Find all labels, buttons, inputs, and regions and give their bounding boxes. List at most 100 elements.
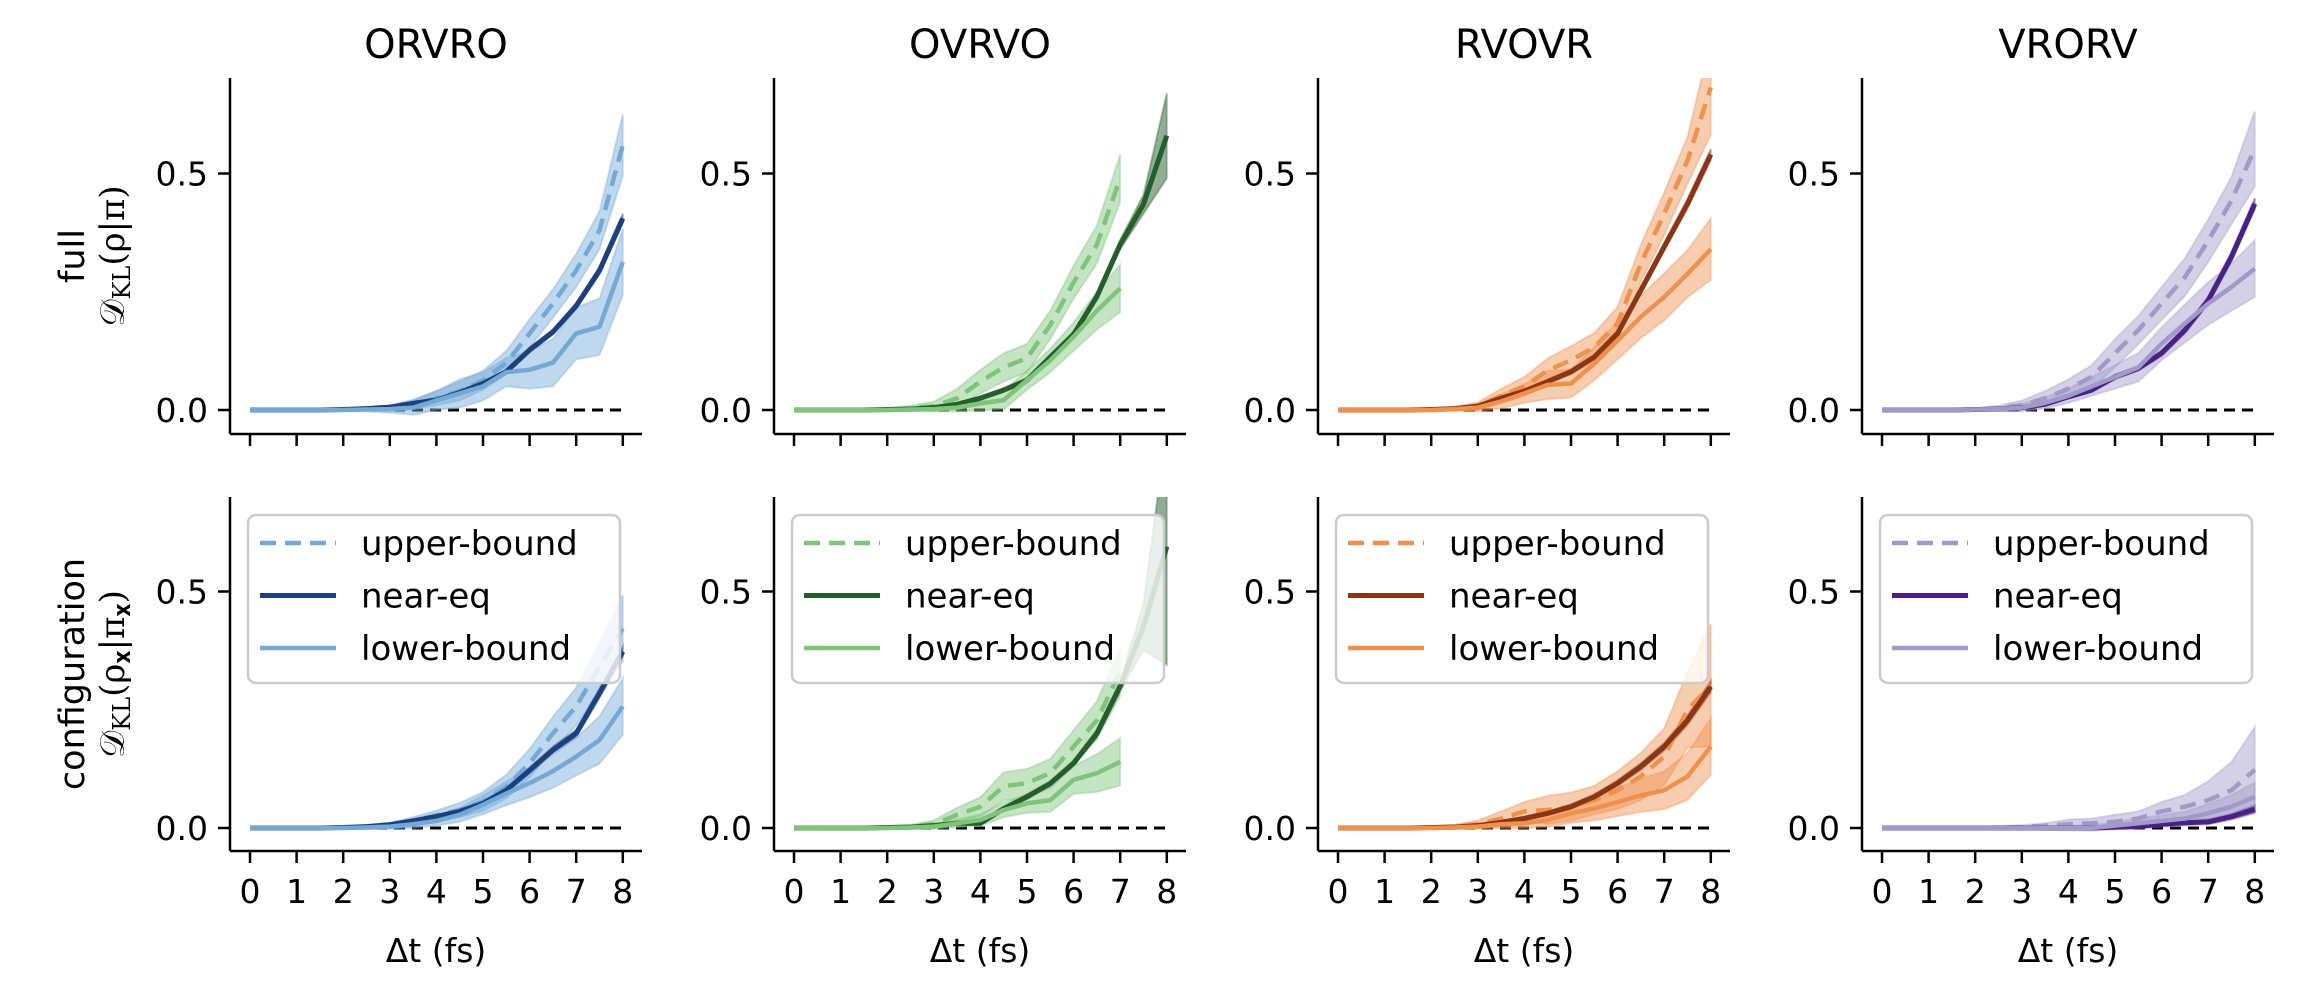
upper-bound-band (1882, 110, 2256, 412)
panel-vrorv-full: 0.0 0.5 VRORV (1788, 22, 2274, 446)
y-tick-label: 0.5 (156, 573, 208, 612)
x-tick-label: 0 (240, 872, 261, 911)
row-label-name: full (53, 229, 93, 283)
legend: upper-bound near-eq lower-bound (1878, 513, 2254, 685)
plot-area (1338, 78, 1714, 413)
x-tick-label: 3 (2011, 872, 2032, 911)
x-tick-label: 4 (1514, 872, 1535, 911)
column-title: ORVRO (364, 22, 508, 68)
legend-upper-bound-label: upper-bound (1449, 524, 1666, 564)
y-tick-label: 0.0 (700, 809, 752, 848)
x-axis-label: Δt (fs) (386, 931, 487, 970)
math-subscript: KL (108, 266, 136, 300)
y-tick-label: 0.0 (156, 809, 208, 848)
legend-upper-bound-label: upper-bound (905, 524, 1122, 564)
legend: upper-bound near-eq lower-bound (246, 513, 622, 685)
x-tick-label: 6 (2151, 872, 2172, 911)
x-tick-label: 6 (1607, 872, 1628, 911)
x-tick-label: 7 (1110, 872, 1131, 911)
plot-area (1882, 110, 2258, 413)
x-tick-label: 2 (1421, 872, 1442, 911)
panel-ovrvo-full: 0.0 0.5 OVRVO (700, 22, 1186, 446)
x-tick-label: 1 (1918, 872, 1939, 911)
x-tick-label: 5 (1017, 872, 1038, 911)
x-tick-label: 7 (566, 872, 587, 911)
legend-lower-bound-label: lower-bound (905, 629, 1115, 669)
lower-bound-line (250, 705, 625, 831)
panel-rvovr-configuration: 0.0 0.5 0 1 2 3 4 5 6 7 8 Δt (fs) upper-bound near-eq… (1244, 497, 1730, 970)
x-tick-label: 3 (379, 872, 400, 911)
legend-frame (246, 513, 622, 685)
x-tick-label: 2 (333, 872, 354, 911)
legend-frame (790, 513, 1166, 685)
legend-near-eq-label: near-eq (361, 577, 491, 617)
x-tick-label: 7 (2198, 872, 2219, 911)
row-label-configuration: configuration 𝒟KL(ρ𝐱|π𝐱) (53, 558, 136, 790)
math-subscript: 𝐱 (108, 650, 136, 663)
legend-near-eq-label: near-eq (1993, 577, 2123, 617)
lower-bound-line (794, 286, 1122, 413)
plot-area (1882, 724, 2257, 832)
y-tick-label: 0.5 (1788, 573, 1840, 612)
y-tick-label: 0.0 (1788, 809, 1840, 848)
y-tick-label: 0.5 (1244, 573, 1296, 612)
y-tick-label: 0.5 (1244, 155, 1296, 194)
column-title: VRORV (1998, 22, 2138, 68)
x-tick-label: 3 (923, 872, 944, 911)
panel-vrorv-configuration: 0.0 0.5 0 1 2 3 4 5 6 7 8 Δt (fs) upper-bound near-eq… (1788, 497, 2274, 970)
upper-bound-line (794, 670, 1123, 831)
math-text: ) (93, 590, 133, 603)
x-tick-label: 0 (1872, 872, 1893, 911)
column-title: OVRVO (909, 22, 1051, 68)
legend: upper-bound near-eq lower-bound (1334, 513, 1710, 685)
legend-lower-bound-label: lower-bound (1449, 629, 1659, 669)
legend-upper-bound-label: upper-bound (361, 524, 578, 564)
plot-area (794, 92, 1170, 413)
x-tick-label: 4 (426, 872, 447, 911)
lower-bound-line (1882, 266, 2257, 413)
panel-orvro-full: 0.0 0.5 ORVRO (156, 22, 642, 446)
near-eq-band (1338, 148, 1712, 412)
row-label-math: 𝒟KL(ρ𝐱|π𝐱) (93, 590, 136, 758)
panel-rvovr-full: 0.0 0.5 RVOVR (1244, 22, 1730, 446)
x-tick-label: 6 (519, 872, 540, 911)
lower-bound-line (250, 261, 625, 413)
x-axis-label: Δt (fs) (2018, 931, 2119, 970)
near-eq-line (250, 217, 626, 413)
lower-bound-line (1882, 794, 2256, 831)
plot-area (1338, 623, 1713, 831)
legend-frame (1878, 513, 2254, 685)
y-tick-label: 0.0 (1244, 809, 1296, 848)
x-tick-label: 8 (1700, 872, 1721, 911)
row-label-math: 𝒟KL(ρ|π) (93, 185, 136, 326)
math-text: 𝒟 (93, 299, 133, 327)
math-subscript: 𝐱 (108, 603, 136, 616)
x-tick-label: 7 (1654, 872, 1675, 911)
y-tick-label: 0.5 (700, 155, 752, 194)
legend: upper-bound near-eq lower-bound (790, 513, 1166, 685)
plot-area (250, 594, 625, 831)
x-axis-label: Δt (fs) (930, 931, 1031, 970)
x-tick-label: 0 (784, 872, 805, 911)
legend-lower-bound-label: lower-bound (361, 629, 571, 669)
column-title: RVOVR (1455, 22, 1593, 68)
near-eq-band (794, 92, 1168, 412)
legend-frame (1334, 513, 1710, 685)
legend-upper-bound-label: upper-bound (1993, 524, 2210, 564)
x-tick-label: 8 (612, 872, 633, 911)
x-tick-label: 2 (1965, 872, 1986, 911)
y-tick-label: 0.0 (700, 391, 752, 430)
legend-near-eq-label: near-eq (905, 577, 1035, 617)
panel-ovrvo-configuration: 0.0 0.5 0 1 2 3 4 5 6 7 8 Δt (fs) upper-bound near-eq… (700, 497, 1186, 970)
row-label-name: configuration (53, 558, 93, 790)
y-tick-label: 0.5 (1788, 155, 1840, 194)
math-text: (ρ (93, 664, 133, 697)
upper-bound-band (1338, 78, 1712, 412)
x-tick-label: 3 (1467, 872, 1488, 911)
x-tick-label: 5 (2105, 872, 2126, 911)
x-tick-label: 5 (473, 872, 494, 911)
math-text: (ρ|π) (93, 185, 133, 265)
upper-bound-line (1882, 147, 2257, 413)
legend-lower-bound-label: lower-bound (1993, 629, 2203, 669)
plot-area (794, 497, 1170, 831)
